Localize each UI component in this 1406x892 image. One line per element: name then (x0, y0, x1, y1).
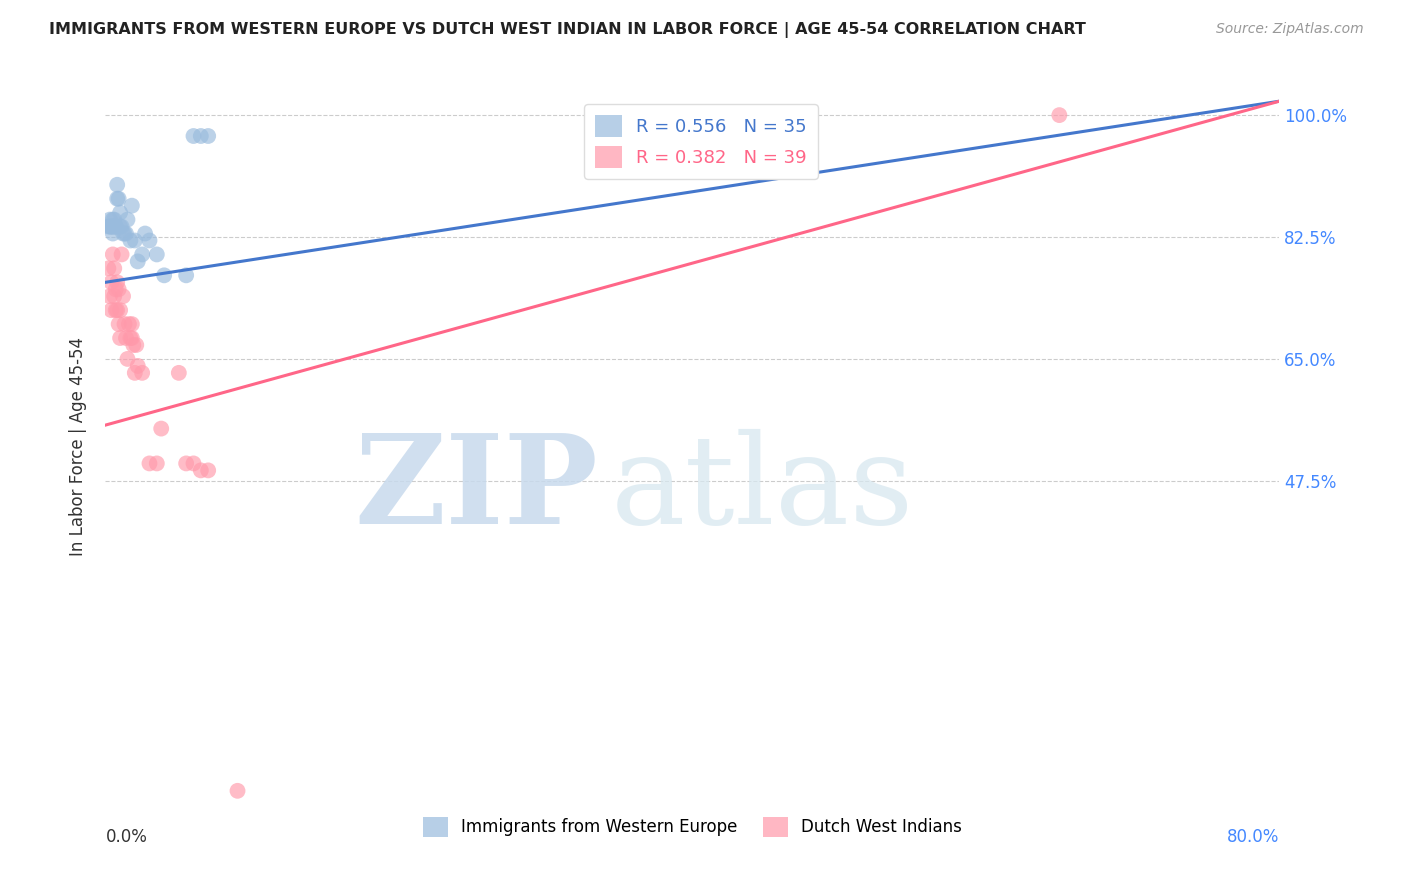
Point (120, 331, 142, 345)
Point (114, 227, 136, 241)
Point (183, 457, 205, 471)
Point (97, 261, 120, 276)
Point (108, 303, 131, 318)
Point (125, 338, 148, 352)
Text: 80.0%: 80.0% (1227, 829, 1279, 847)
Point (107, 317, 129, 331)
Point (100, 219, 122, 234)
Point (118, 317, 141, 331)
Point (120, 234, 142, 248)
Point (101, 247, 124, 261)
Point (153, 268, 176, 283)
Point (190, 463, 212, 477)
Point (183, 128, 205, 143)
Point (103, 219, 125, 234)
Text: atlas: atlas (610, 429, 914, 550)
Point (100, 219, 122, 234)
Point (110, 219, 132, 234)
Point (104, 219, 127, 234)
Point (105, 192, 128, 206)
Point (134, 227, 156, 241)
Point (105, 275, 128, 289)
Text: 0.0%: 0.0% (105, 829, 148, 847)
Point (105, 178, 128, 192)
Point (105, 303, 128, 318)
Legend: Immigrants from Western Europe, Dutch West Indians: Immigrants from Western Europe, Dutch We… (416, 810, 969, 844)
Point (1047, 108, 1070, 122)
Point (124, 234, 146, 248)
Point (107, 192, 129, 206)
Text: Source: ZipAtlas.com: Source: ZipAtlas.com (1216, 22, 1364, 37)
Point (167, 366, 190, 380)
Point (138, 457, 160, 471)
Point (190, 128, 212, 143)
Point (131, 247, 153, 261)
Point (100, 303, 122, 318)
Point (101, 219, 124, 234)
Point (197, 128, 219, 143)
Text: ZIP: ZIP (354, 429, 599, 550)
Point (146, 247, 169, 261)
Point (101, 212, 124, 227)
Point (112, 289, 135, 303)
Point (226, 784, 249, 798)
Point (108, 205, 131, 219)
Point (103, 289, 125, 303)
Point (103, 212, 125, 227)
Point (112, 227, 135, 241)
Point (121, 317, 143, 331)
Point (110, 247, 132, 261)
Text: IMMIGRANTS FROM WESTERN EUROPE VS DUTCH WEST INDIAN IN LABOR FORCE | AGE 45-54 C: IMMIGRANTS FROM WESTERN EUROPE VS DUTCH … (49, 22, 1085, 38)
Point (127, 359, 149, 373)
Point (127, 254, 149, 268)
Point (100, 275, 122, 289)
Point (98, 219, 121, 234)
Point (98, 212, 121, 227)
Point (124, 366, 146, 380)
Point (138, 234, 160, 248)
Point (104, 303, 127, 318)
Point (104, 219, 127, 234)
Point (150, 421, 173, 435)
Point (115, 227, 138, 241)
Point (101, 227, 124, 241)
Point (121, 199, 143, 213)
Point (122, 338, 145, 352)
Y-axis label: In Labor Force | Age 45-54: In Labor Force | Age 45-54 (69, 336, 87, 556)
Point (146, 457, 169, 471)
Point (104, 282, 127, 296)
Point (131, 366, 153, 380)
Point (108, 331, 131, 345)
Point (98, 289, 121, 303)
Point (108, 219, 131, 234)
Point (174, 268, 197, 283)
Point (103, 261, 125, 276)
Point (97, 219, 120, 234)
Point (107, 282, 129, 296)
Point (114, 317, 136, 331)
Point (117, 212, 139, 227)
Point (121, 331, 143, 345)
Point (197, 463, 219, 477)
Point (174, 457, 197, 471)
Point (117, 351, 139, 366)
Point (115, 331, 138, 345)
